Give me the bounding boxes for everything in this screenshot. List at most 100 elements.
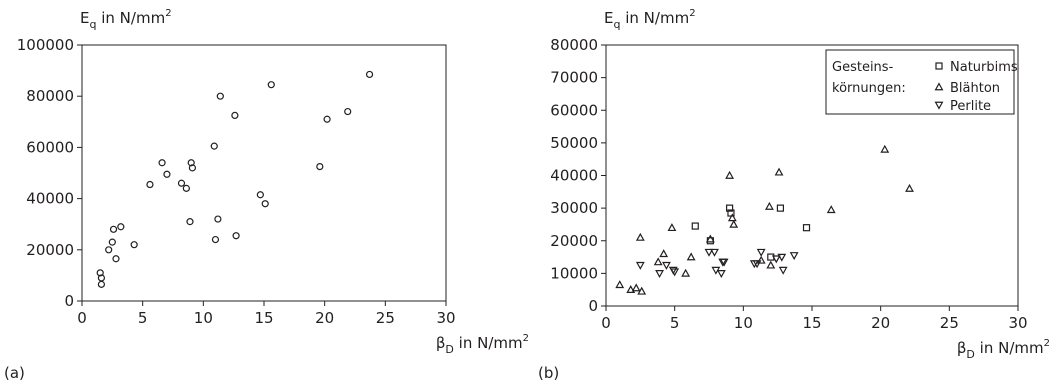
legend-marker-triangle-down bbox=[934, 101, 944, 110]
data-point-b-perlite bbox=[662, 261, 671, 270]
x-tick-label-a: 15 bbox=[254, 309, 273, 327]
data-point-b-blhton bbox=[725, 170, 735, 179]
data-point-b-blhton bbox=[826, 205, 836, 214]
data-point-b-blhton bbox=[756, 255, 766, 264]
data-point-b-perlite bbox=[710, 248, 719, 257]
legend-title-line1: Gesteins- bbox=[832, 60, 894, 75]
data-point-a-series bbox=[117, 223, 125, 231]
x-tick-label-a: 25 bbox=[376, 309, 395, 327]
data-point-b-blhton bbox=[681, 268, 691, 277]
x-tick-label-b: 20 bbox=[871, 314, 890, 332]
y-tick-label-b: 60000 bbox=[550, 101, 598, 119]
legend-entry-perlite: Perlite bbox=[950, 99, 991, 114]
x-tick-label-b: 0 bbox=[601, 314, 611, 332]
legend-markers bbox=[934, 62, 944, 110]
x-axis-ticks-a: 0 5 10 15 20 25 30 bbox=[77, 301, 456, 327]
x-tick-label-a: 20 bbox=[315, 309, 334, 327]
legend-marker-triangle-up bbox=[934, 82, 944, 91]
data-points-a bbox=[96, 70, 374, 288]
x-axis-label-b: βD in N/mm2 bbox=[957, 338, 1050, 361]
legend-entry-naturbims: Naturbims bbox=[950, 60, 1018, 75]
y-axis-label-b: Eq in N/mm2 bbox=[604, 8, 696, 31]
data-point-b-blhton bbox=[631, 283, 641, 292]
data-point-b-perlite bbox=[752, 260, 762, 269]
legend-box bbox=[825, 49, 1015, 115]
panel-tag-b: (b) bbox=[538, 364, 559, 382]
data-point-b-perlite bbox=[704, 248, 714, 257]
x-tick-label-b: 15 bbox=[802, 314, 821, 332]
data-point-b-naturbims bbox=[802, 224, 811, 232]
data-point-a-series bbox=[187, 159, 195, 167]
panel-b: 0 10000 20000 30000 40000 50000 60000 70000 8000… bbox=[538, 8, 1050, 382]
data-point-a-series bbox=[211, 235, 220, 244]
y-tick-label-b: 70000 bbox=[550, 69, 598, 87]
data-point-a-series bbox=[105, 246, 113, 254]
data-point-a-series bbox=[316, 163, 324, 171]
data-point-a-series bbox=[256, 191, 264, 199]
y-tick-label-b: 10000 bbox=[550, 264, 598, 282]
data-point-a-series bbox=[210, 142, 218, 150]
data-point-b-blhton bbox=[880, 144, 890, 153]
x-tick-label-b: 5 bbox=[670, 314, 680, 332]
data-point-b-blhton bbox=[659, 249, 669, 258]
data-point-a-series bbox=[96, 269, 104, 277]
data-point-b-blhton bbox=[637, 286, 647, 295]
data-point-a-series bbox=[112, 255, 120, 263]
data-point-a-series bbox=[177, 179, 186, 187]
data-point-a-series bbox=[130, 241, 138, 249]
y-tick-label-b: 20000 bbox=[550, 232, 598, 250]
data-point-a-series bbox=[97, 280, 106, 288]
y-tick-label-b: 50000 bbox=[550, 134, 598, 152]
x-tick-label-a: 10 bbox=[194, 309, 213, 327]
data-point-a-series bbox=[231, 111, 239, 120]
data-point-b-perlite bbox=[716, 270, 726, 279]
data-point-b-perlite bbox=[655, 270, 664, 279]
panel-tag-a: (a) bbox=[4, 364, 25, 382]
y-axis-label-a: Eq in N/mm2 bbox=[80, 8, 172, 31]
data-point-b-perlite bbox=[777, 253, 787, 262]
y-axis-ticks-a: 0 20000 40000 60000 80000 100000 bbox=[17, 36, 82, 310]
data-point-a-series bbox=[323, 115, 331, 123]
y-tick-label-a: 100000 bbox=[17, 36, 74, 54]
panel-a: 0 20000 40000 60000 80000 100000 0 5 10 15 20 25 30… bbox=[4, 8, 529, 382]
data-point-b-perlite bbox=[670, 268, 680, 277]
y-tick-label-b: 80000 bbox=[550, 36, 598, 54]
data-point-a-series bbox=[365, 70, 374, 79]
data-point-a-series bbox=[186, 218, 194, 226]
x-tick-label-a: 30 bbox=[436, 309, 455, 327]
data-point-a-series bbox=[216, 92, 224, 100]
y-tick-label-a: 80000 bbox=[26, 87, 74, 105]
data-point-b-blhton bbox=[653, 257, 663, 266]
data-point-a-series bbox=[108, 238, 116, 246]
data-point-b-blhton bbox=[729, 219, 739, 228]
data-point-b-blhton bbox=[727, 213, 737, 222]
legend-entry-blaehton: Blähton bbox=[950, 81, 1000, 96]
data-point-b-blhton bbox=[705, 234, 715, 243]
data-point-a-series bbox=[214, 215, 222, 223]
y-axis-ticks-b: 0 10000 20000 30000 40000 50000 60000 70000 8000… bbox=[550, 36, 606, 315]
data-point-b-naturbims bbox=[725, 204, 734, 212]
y-tick-label-b: 0 bbox=[588, 297, 598, 315]
data-point-a-series bbox=[109, 225, 118, 233]
data-point-b-blhton bbox=[635, 232, 645, 241]
data-point-b-perlite bbox=[789, 252, 799, 261]
x-tick-label-b: 25 bbox=[940, 314, 959, 332]
x-tick-label-b: 30 bbox=[1008, 314, 1027, 332]
data-point-b-perlite bbox=[778, 266, 788, 275]
data-point-a-series bbox=[146, 180, 154, 189]
data-point-a-series bbox=[344, 107, 352, 116]
data-point-b-blhton bbox=[686, 252, 696, 261]
y-tick-label-a: 60000 bbox=[26, 138, 74, 156]
x-tick-label-a: 0 bbox=[77, 309, 87, 327]
data-point-b-perlite bbox=[635, 261, 645, 270]
x-tick-label-b: 10 bbox=[734, 314, 753, 332]
data-point-b-naturbims bbox=[776, 204, 785, 212]
data-points-b bbox=[615, 144, 914, 295]
data-point-b-blhton bbox=[766, 260, 776, 269]
data-point-b-blhton bbox=[615, 280, 625, 289]
data-point-a-series bbox=[163, 170, 171, 178]
data-point-a-series bbox=[261, 200, 269, 208]
data-point-a-series bbox=[188, 164, 197, 172]
data-point-b-blhton bbox=[765, 201, 774, 210]
